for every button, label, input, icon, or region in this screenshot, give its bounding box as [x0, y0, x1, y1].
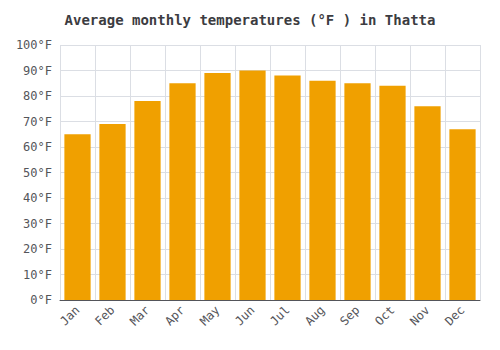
svg-text:90°F: 90°F [23, 64, 52, 78]
svg-text:Nov: Nov [407, 303, 432, 328]
svg-text:Jun: Jun [232, 303, 257, 328]
svg-text:Mar: Mar [127, 303, 152, 328]
svg-text:100°F: 100°F [16, 38, 52, 52]
svg-text:50°F: 50°F [23, 166, 52, 180]
svg-text:80°F: 80°F [23, 89, 52, 103]
svg-text:0°F: 0°F [30, 293, 52, 307]
svg-text:Sep: Sep [337, 303, 362, 328]
svg-text:30°F: 30°F [23, 217, 52, 231]
svg-text:Average monthly temperatures (: Average monthly temperatures (°F ) in Th… [65, 12, 436, 28]
svg-text:Feb: Feb [92, 303, 117, 328]
svg-text:10°F: 10°F [23, 268, 52, 282]
svg-text:Dec: Dec [442, 303, 467, 328]
svg-text:Aug: Aug [302, 303, 327, 328]
svg-text:Apr: Apr [162, 303, 187, 328]
svg-text:60°F: 60°F [23, 140, 52, 154]
svg-text:Jan: Jan [57, 303, 82, 328]
svg-text:40°F: 40°F [23, 191, 52, 205]
svg-text:Jul: Jul [267, 303, 292, 328]
svg-text:70°F: 70°F [23, 115, 52, 129]
svg-text:Oct: Oct [372, 303, 397, 328]
svg-text:20°F: 20°F [23, 242, 52, 256]
svg-text:May: May [197, 303, 222, 328]
